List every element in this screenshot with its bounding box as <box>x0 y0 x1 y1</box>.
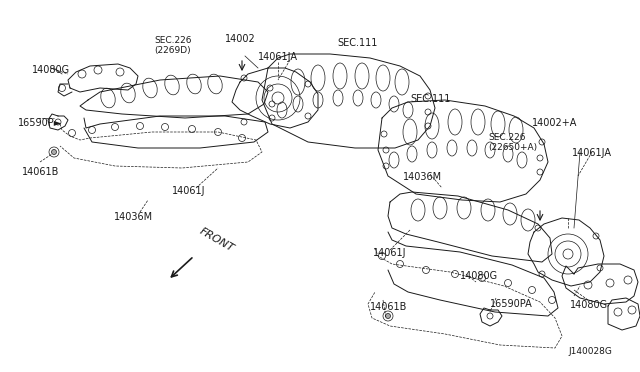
Text: 16590P►: 16590P► <box>18 118 62 128</box>
Text: 14080G: 14080G <box>570 300 608 310</box>
Text: 14080G: 14080G <box>460 271 498 281</box>
Text: 14061B: 14061B <box>370 302 408 312</box>
Text: (2269D): (2269D) <box>154 46 191 55</box>
Text: 14002+A: 14002+A <box>532 118 577 128</box>
Text: 14080G: 14080G <box>32 65 70 75</box>
Circle shape <box>51 150 56 154</box>
Text: SEC.111: SEC.111 <box>410 94 451 104</box>
Text: 14036M: 14036M <box>114 212 153 222</box>
Text: 14061J: 14061J <box>172 186 205 196</box>
Text: (22650+A): (22650+A) <box>488 143 537 152</box>
Text: 14036M: 14036M <box>403 172 442 182</box>
Text: FRONT: FRONT <box>198 226 236 254</box>
Text: 14061J: 14061J <box>373 248 406 258</box>
Text: SEC.226: SEC.226 <box>154 36 191 45</box>
Text: 14061JA: 14061JA <box>572 148 612 158</box>
Circle shape <box>385 314 390 318</box>
Text: SEC.111: SEC.111 <box>337 38 378 48</box>
Text: J140028G: J140028G <box>568 347 612 356</box>
Text: 16590PA: 16590PA <box>490 299 532 309</box>
Text: 14061B: 14061B <box>22 167 60 177</box>
Text: 14002: 14002 <box>225 34 256 44</box>
Text: 14061JA: 14061JA <box>258 52 298 62</box>
Text: SEC.226: SEC.226 <box>488 133 525 142</box>
